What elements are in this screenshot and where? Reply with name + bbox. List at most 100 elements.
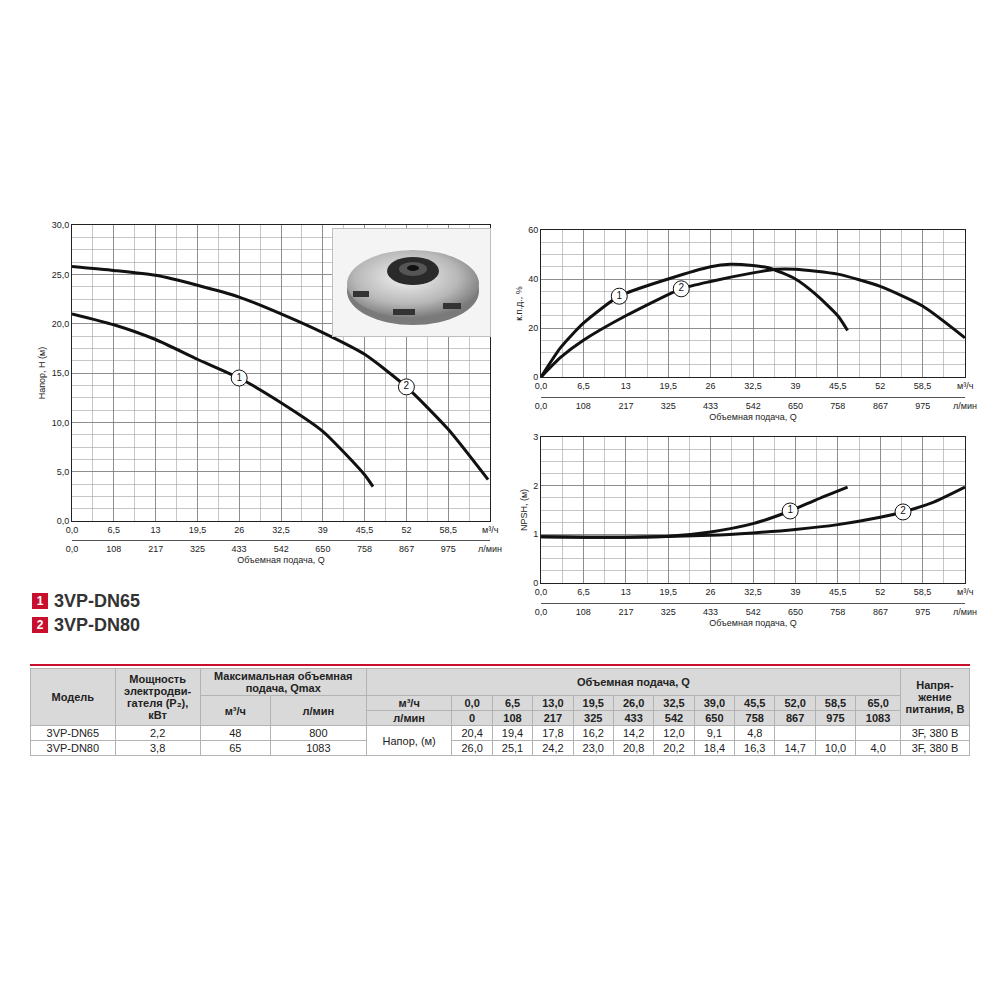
svg-text:39: 39 [318, 525, 328, 535]
svg-text:58,5: 58,5 [439, 525, 457, 535]
svg-text:30,0: 30,0 [52, 220, 70, 230]
svg-text:0,0: 0,0 [66, 525, 79, 535]
svg-text:26: 26 [706, 587, 716, 597]
svg-text:м³/ч: м³/ч [957, 587, 974, 597]
svg-text:1: 1 [787, 504, 793, 515]
svg-text:867: 867 [873, 607, 888, 617]
svg-text:433: 433 [703, 401, 718, 411]
svg-text:60: 60 [528, 225, 538, 235]
html-text:Мощность электродви-гателя (P₂: Мощность электродви-гателя (P₂), кВт [124, 673, 192, 721]
svg-text:Объемная подача, Q: Объемная подача, Q [237, 555, 324, 565]
svg-text:м³/ч: м³/ч [957, 381, 974, 391]
svg-text:758: 758 [830, 607, 845, 617]
svg-text:40: 40 [528, 274, 538, 284]
svg-text:45,5: 45,5 [829, 381, 847, 391]
svg-text:м³/ч: м³/ч [482, 525, 499, 535]
html-text:Напря-жение питания, В: Напря-жение питания, В [905, 679, 965, 715]
svg-text:25,0: 25,0 [52, 270, 70, 280]
svg-text:52: 52 [875, 381, 885, 391]
svg-text:6,5: 6,5 [577, 381, 590, 391]
svg-text:0: 0 [533, 372, 538, 382]
svg-text:0,0: 0,0 [57, 516, 70, 526]
svg-text:0,0: 0,0 [535, 607, 548, 617]
svg-text:975: 975 [915, 607, 930, 617]
svg-text:0,0: 0,0 [535, 381, 548, 391]
html-text:3VP-DN80: 3VP-DN80 [54, 614, 140, 635]
svg-text:3: 3 [533, 432, 538, 442]
svg-text:2: 2 [404, 380, 410, 391]
svg-text:650: 650 [788, 401, 803, 411]
svg-text:19,5: 19,5 [659, 587, 677, 597]
svg-text:542: 542 [746, 401, 761, 411]
svg-text:13: 13 [151, 525, 161, 535]
svg-text:Объемная подача, Q: Объемная подача, Q [709, 412, 796, 422]
svg-text:19,5: 19,5 [189, 525, 207, 535]
svg-text:45,5: 45,5 [356, 525, 374, 535]
svg-text:650: 650 [788, 607, 803, 617]
svg-text:867: 867 [873, 401, 888, 411]
svg-text:13: 13 [621, 381, 631, 391]
svg-text:26: 26 [706, 381, 716, 391]
svg-text:NPSH, (м): NPSH, (м) [519, 489, 529, 531]
svg-text:26: 26 [234, 525, 244, 535]
svg-text:19,5: 19,5 [659, 381, 677, 391]
svg-text:45,5: 45,5 [829, 587, 847, 597]
svg-text:867: 867 [399, 544, 414, 554]
svg-text:1: 1 [616, 290, 622, 301]
svg-text:1: 1 [533, 529, 538, 539]
svg-text:0,0: 0,0 [535, 401, 548, 411]
svg-text:542: 542 [746, 607, 761, 617]
svg-text:32,5: 32,5 [744, 587, 762, 597]
svg-text:108: 108 [576, 401, 591, 411]
svg-text:л/мин: л/мин [478, 544, 502, 554]
html-text:3VP-DN65: 3VP-DN65 [54, 590, 140, 611]
svg-text:2: 2 [678, 282, 684, 293]
svg-text:542: 542 [274, 544, 289, 554]
svg-text:758: 758 [357, 544, 372, 554]
svg-text:217: 217 [148, 544, 163, 554]
svg-text:108: 108 [576, 607, 591, 617]
html-text:м³/ч: м³/ч [224, 704, 246, 717]
svg-text:6,5: 6,5 [577, 587, 590, 597]
svg-text:1: 1 [236, 372, 242, 383]
svg-text:Напор, H (м): Напор, H (м) [37, 347, 47, 400]
svg-text:0,0: 0,0 [535, 587, 548, 597]
svg-text:6,5: 6,5 [108, 525, 121, 535]
svg-text:л/мин: л/мин [953, 401, 977, 411]
svg-text:108: 108 [106, 544, 121, 554]
svg-text:325: 325 [190, 544, 205, 554]
svg-text:975: 975 [915, 401, 930, 411]
svg-text:217: 217 [618, 401, 633, 411]
svg-text:52: 52 [401, 525, 411, 535]
svg-text:39: 39 [790, 381, 800, 391]
svg-text:20: 20 [528, 323, 538, 333]
svg-text:0: 0 [533, 578, 538, 588]
svg-text:0,0: 0,0 [66, 544, 79, 554]
svg-text:58,5: 58,5 [914, 587, 932, 597]
svg-text:325: 325 [661, 607, 676, 617]
svg-text:433: 433 [703, 607, 718, 617]
svg-text:975: 975 [441, 544, 456, 554]
html-text:л/мин: л/мин [302, 704, 335, 717]
svg-text:32,5: 32,5 [744, 381, 762, 391]
svg-text:758: 758 [830, 401, 845, 411]
svg-text:39: 39 [790, 587, 800, 597]
svg-text:5,0: 5,0 [57, 467, 70, 477]
svg-text:20,0: 20,0 [52, 319, 70, 329]
svg-text:л/мин: л/мин [953, 607, 977, 617]
svg-text:217: 217 [618, 607, 633, 617]
svg-text:15,0: 15,0 [52, 368, 70, 378]
svg-text:10,0: 10,0 [52, 418, 70, 428]
svg-text:433: 433 [232, 544, 247, 554]
svg-text:13: 13 [621, 587, 631, 597]
svg-text:2: 2 [900, 505, 906, 516]
svg-text:к.п.д., %: к.п.д., % [514, 286, 524, 321]
svg-text:52: 52 [875, 587, 885, 597]
svg-text:Объемная подача, Q: Объемная подача, Q [709, 618, 796, 628]
svg-text:650: 650 [315, 544, 330, 554]
html-text:Максимальная объемная подача,: Максимальная объемная подача, Qmax [214, 670, 353, 694]
svg-text:32,5: 32,5 [272, 525, 290, 535]
svg-text:325: 325 [661, 401, 676, 411]
svg-text:58,5: 58,5 [914, 381, 932, 391]
svg-text:2: 2 [533, 481, 538, 491]
